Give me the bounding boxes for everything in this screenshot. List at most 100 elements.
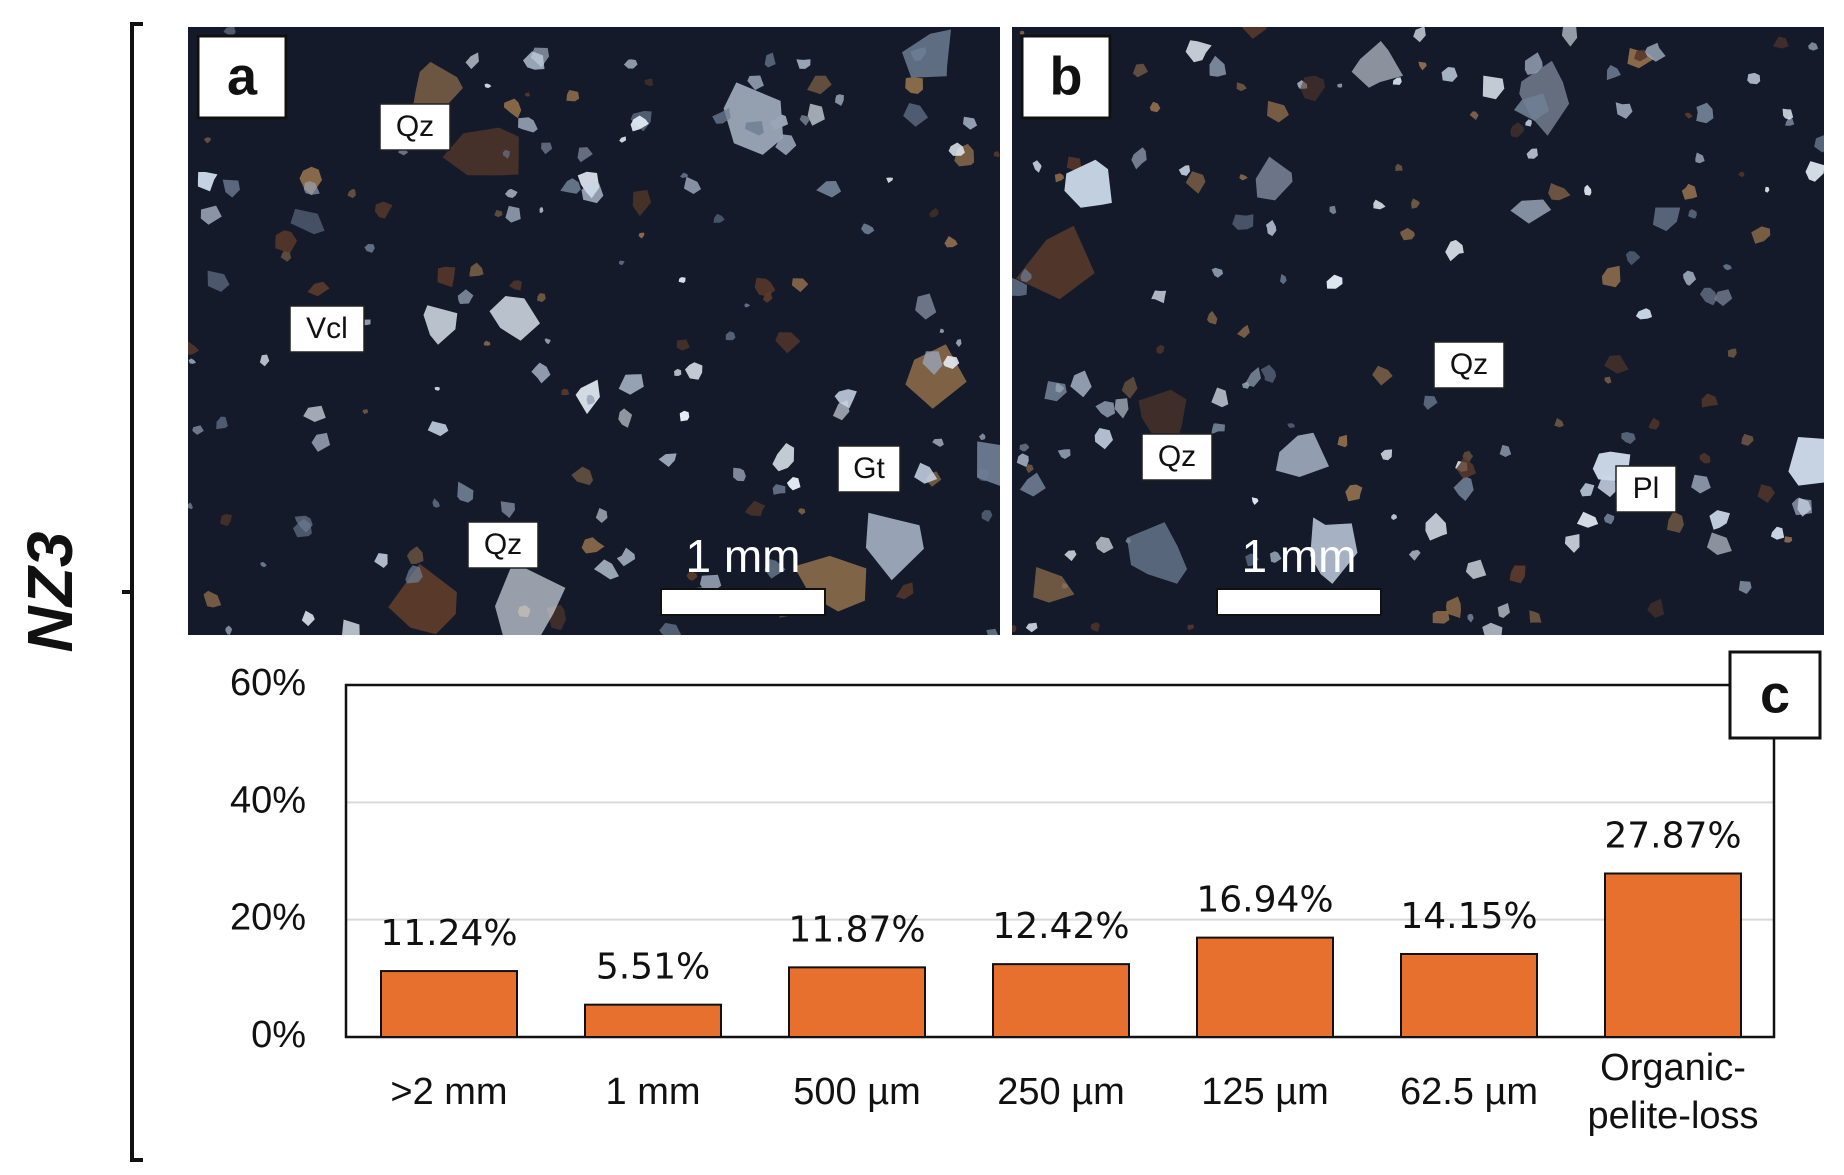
mineral-grain xyxy=(1265,219,1277,237)
mineral-grain xyxy=(1441,67,1458,82)
mineral-grain xyxy=(1244,367,1261,387)
mineral-grain xyxy=(1446,596,1461,618)
mineral-grain xyxy=(1425,512,1448,541)
mineral-grain xyxy=(1269,551,1282,563)
mineral-grain xyxy=(1738,171,1745,178)
mineral-label-box-b-qz-right: Qz xyxy=(1433,341,1505,389)
mineral-grain xyxy=(1064,550,1077,562)
mineral-grain xyxy=(744,121,764,136)
mineral-grain xyxy=(544,338,551,345)
mineral-grain xyxy=(769,114,789,130)
mineral-grain xyxy=(1625,251,1641,266)
mineral-grain xyxy=(1055,382,1065,393)
panel-letter-box-a: a xyxy=(196,34,288,120)
mineral-grain xyxy=(807,103,825,126)
mineral-grain xyxy=(618,374,644,395)
mineral-grain xyxy=(294,515,313,533)
bar xyxy=(992,963,1130,1038)
micrograph-panel-a: a Qz Vcl Gt Qz 1 mm xyxy=(188,27,1000,635)
x-category-label: 250 µm xyxy=(997,1071,1125,1113)
mineral-grain xyxy=(1185,40,1212,63)
mineral-grain xyxy=(1432,611,1450,624)
mineral-grain xyxy=(939,328,945,334)
mineral-grain xyxy=(791,278,809,293)
mineral-grain xyxy=(1683,270,1697,286)
mineral-label-a-vcl: Vcl xyxy=(306,312,348,345)
mineral-grain xyxy=(560,178,581,194)
mineral-grain xyxy=(1242,27,1267,39)
mineral-grain xyxy=(676,339,690,351)
x-category-label: 1 mm xyxy=(606,1071,701,1113)
mineral-grain xyxy=(1310,517,1358,584)
mineral-grain xyxy=(413,61,463,108)
mineral-grain xyxy=(1554,418,1564,428)
bar xyxy=(1196,936,1334,1038)
chart-gridlines xyxy=(346,801,1774,921)
mineral-grain xyxy=(1054,173,1065,183)
panel-letter-box-c: c xyxy=(1728,650,1822,740)
mineral-grain xyxy=(280,251,292,262)
mineral-grain xyxy=(1280,274,1287,285)
mineral-grain xyxy=(495,562,566,635)
mineral-grain xyxy=(571,466,594,486)
mineral-grain xyxy=(1814,135,1824,153)
mineral-grain xyxy=(638,232,645,239)
mineral-grain xyxy=(509,280,522,291)
mineral-grain xyxy=(561,388,570,396)
mineral-grain xyxy=(1453,476,1474,501)
panel-letter-c: c xyxy=(1760,664,1790,724)
mineral-grain xyxy=(1465,559,1487,580)
mineral-grain xyxy=(1621,432,1636,444)
mineral-grain xyxy=(1635,308,1653,320)
mineral-grain xyxy=(674,368,682,376)
mineral-grain xyxy=(905,77,923,94)
mineral-grain xyxy=(1764,186,1770,193)
mineral-grain xyxy=(1684,112,1693,119)
mineral-grain xyxy=(581,537,605,554)
mineral-grain xyxy=(503,98,522,119)
chart-y-tick-labels: 0% 20% 40% 60% xyxy=(230,662,306,1056)
mineral-grain xyxy=(619,136,627,143)
mineral-grain xyxy=(1773,36,1789,49)
mineral-label-b-pl: Pl xyxy=(1633,472,1660,505)
y-tick-label: 40% xyxy=(230,779,306,821)
mineral-grain xyxy=(225,625,233,635)
micrograph-a-grains xyxy=(188,27,1000,635)
mineral-grain xyxy=(772,484,786,495)
mineral-grain xyxy=(405,565,423,584)
mineral-grain xyxy=(1020,268,1032,283)
mineral-grain xyxy=(539,207,544,213)
mineral-grain xyxy=(457,481,474,503)
mineral-grain xyxy=(977,441,1000,486)
mineral-grain xyxy=(1245,553,1259,567)
mineral-grain xyxy=(725,331,736,341)
sample-label: NZ3 xyxy=(14,532,86,653)
bar-value-label: 11.87% xyxy=(788,909,925,950)
mineral-grain xyxy=(1019,30,1025,35)
bar xyxy=(1400,952,1538,1039)
mineral-grain xyxy=(523,51,545,70)
mineral-grain xyxy=(1482,75,1505,100)
mineral-grain xyxy=(423,305,458,345)
mineral-grain xyxy=(915,293,937,320)
mineral-grain xyxy=(943,355,960,369)
chart-x-category-labels: >2 mm 1 mm 500 µm 250 µm 125 µm 62.5 µm Organi… xyxy=(390,1047,1758,1137)
mineral-grain xyxy=(1114,398,1129,419)
mineral-grain xyxy=(1033,567,1075,603)
mineral-grain xyxy=(307,281,330,297)
mineral-grain xyxy=(1380,449,1393,461)
mineral-grain xyxy=(1785,116,1795,126)
mineral-grain xyxy=(713,213,725,223)
mineral-grain xyxy=(1126,522,1188,584)
bar-value-label: 12.42% xyxy=(992,906,1129,947)
mineral-grain xyxy=(1187,624,1195,631)
mineral-grain xyxy=(1445,239,1464,262)
mineral-grain xyxy=(489,296,540,341)
mineral-grain xyxy=(566,90,580,102)
mineral-label-box-b-qz-left: Qz xyxy=(1141,433,1213,481)
mineral-grain xyxy=(948,142,965,156)
bar-value-label: 16.94% xyxy=(1196,880,1333,921)
mineral-grain xyxy=(1408,549,1421,561)
